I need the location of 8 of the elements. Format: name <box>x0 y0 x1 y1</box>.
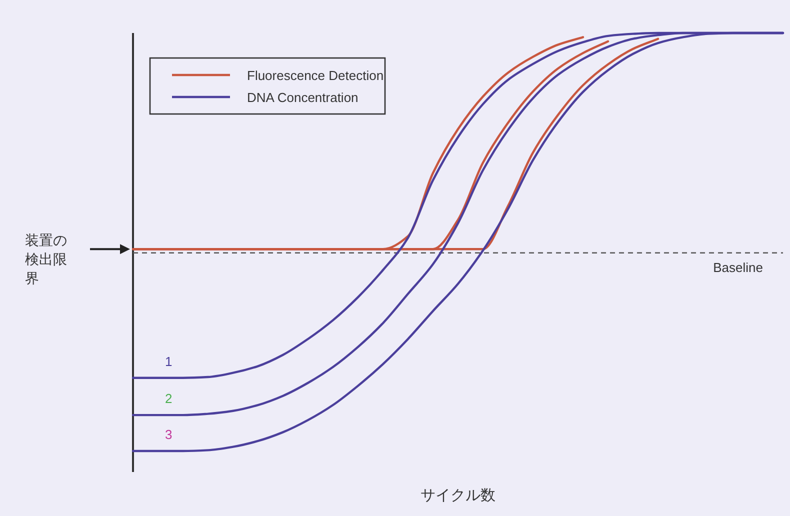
annotation: 1 <box>165 354 172 369</box>
annotation: 3 <box>165 427 172 442</box>
x-axis-title: サイクル数 <box>420 487 496 504</box>
ref-line-label: Baseline <box>713 260 763 275</box>
text: 装置の検出限界 <box>25 232 67 286</box>
legend-label: DNA Concentration <box>247 90 358 105</box>
legend-label: Fluorescence Detection <box>247 68 384 83</box>
annotation: 2 <box>165 391 172 406</box>
